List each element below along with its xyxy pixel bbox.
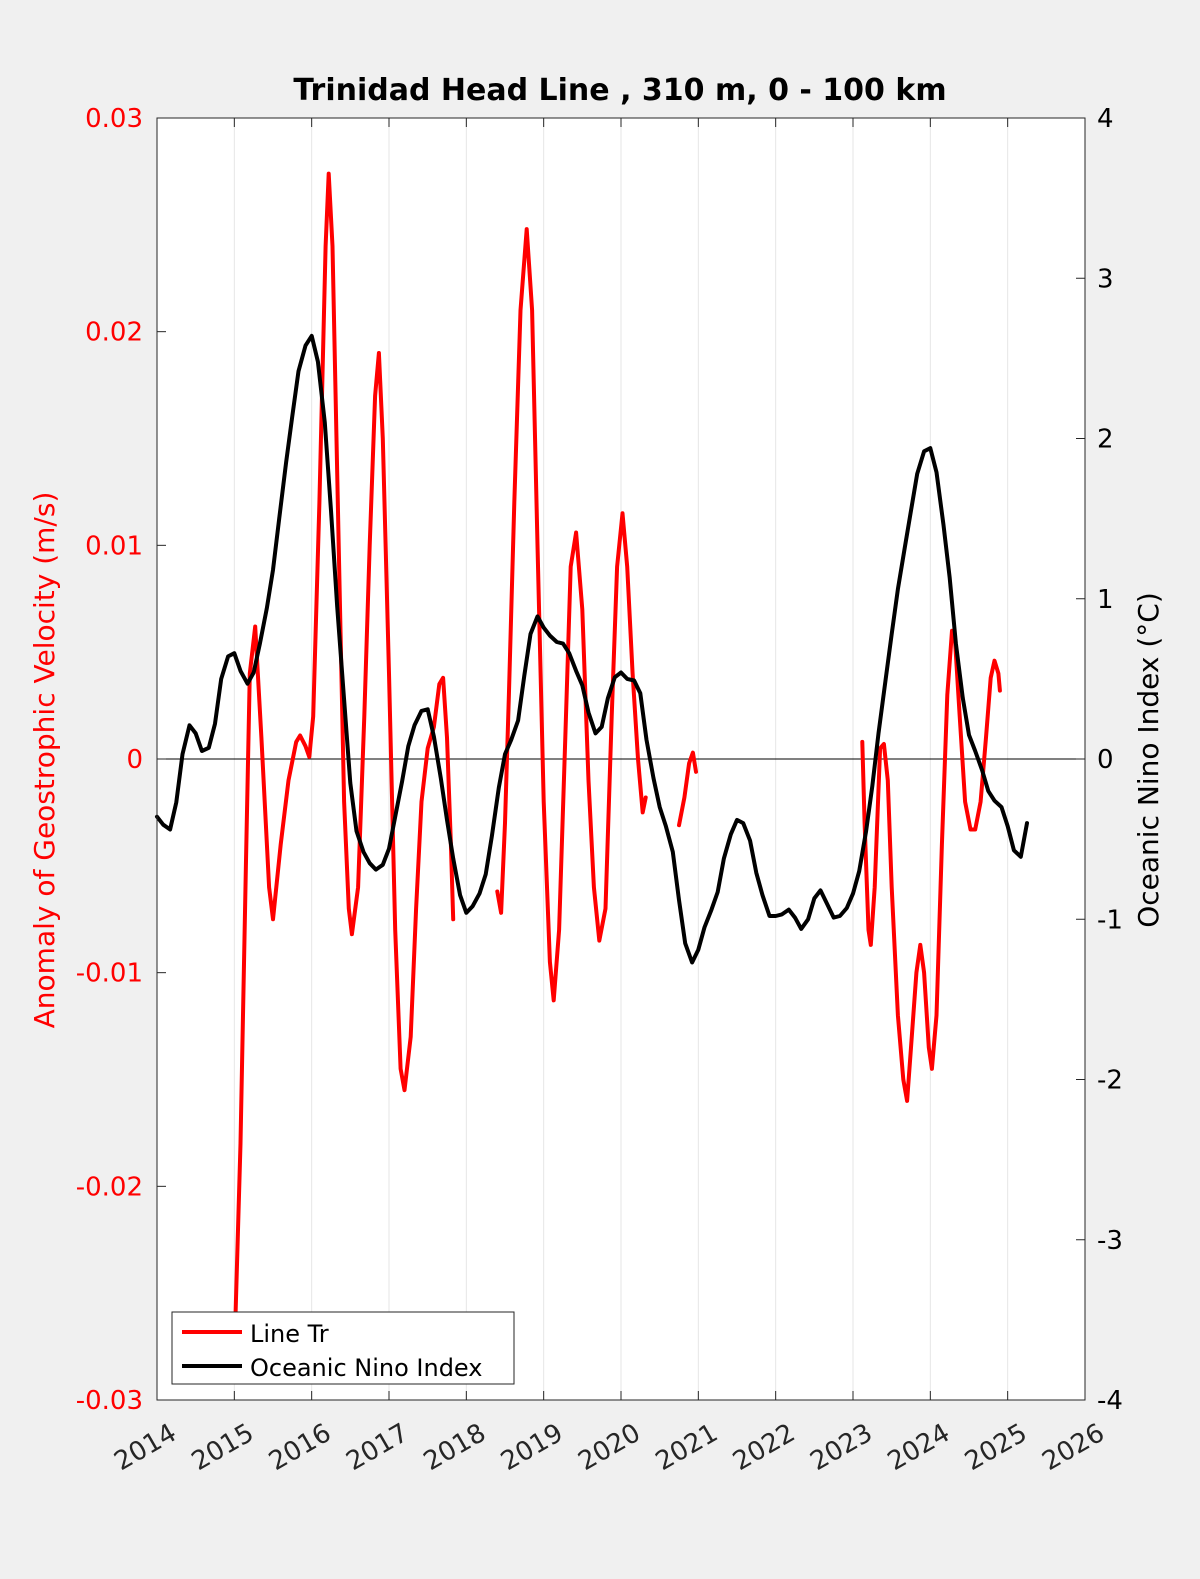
y-right-tick-label: -3 bbox=[1097, 1226, 1123, 1256]
y-right-tick-label: -1 bbox=[1097, 905, 1123, 935]
y-left-tick-label: -0.01 bbox=[76, 959, 143, 989]
series-line-tr-segment-3 bbox=[860, 628, 1002, 1103]
series-line-tr-segment-0 bbox=[232, 171, 456, 1360]
y-right-tick-label: 0 bbox=[1097, 745, 1114, 775]
y-right-tick-label: 4 bbox=[1097, 104, 1114, 134]
chart-title: Trinidad Head Line , 310 m, 0 - 100 km bbox=[293, 73, 946, 108]
y-left-tick-label: 0 bbox=[126, 745, 143, 775]
y-left-tick-label: -0.02 bbox=[76, 1172, 143, 1202]
axes: 2014 2015 2016 2017 2018 2019 2020 2021 2022 2023… bbox=[76, 104, 1123, 1477]
y-left-tick-label: 0.03 bbox=[85, 104, 143, 134]
legend-label-line-tr: Line Tr bbox=[250, 1320, 329, 1348]
y-left-tick-label: 0.02 bbox=[85, 318, 143, 348]
y-right-tick-label: 1 bbox=[1097, 585, 1114, 615]
series-line-tr-segment-2 bbox=[677, 750, 698, 828]
y-right-tick-label: 3 bbox=[1097, 264, 1114, 294]
y-left-tick-label: -0.03 bbox=[76, 1386, 143, 1416]
y-right-tick-label: -2 bbox=[1097, 1066, 1123, 1096]
legend-label-oni: Oceanic Nino Index bbox=[250, 1354, 482, 1382]
y-left-tick-label: 0.01 bbox=[85, 531, 143, 561]
series-layer bbox=[155, 171, 1029, 1360]
series-oceanic-nino-index bbox=[155, 333, 1029, 965]
legend-box bbox=[171, 1311, 515, 1385]
y-axis-right-label: Oceanic Nino Index (°C) bbox=[1132, 592, 1165, 928]
series-line-tr-segment-1 bbox=[495, 227, 648, 1003]
y-right-tick-label: 2 bbox=[1097, 425, 1114, 455]
y-right-tick-label: -4 bbox=[1097, 1386, 1123, 1416]
y-axis-left-label: Anomaly of Geostrophic Velocity (m/s) bbox=[28, 492, 61, 1029]
legend: Line Tr Oceanic Nino Index bbox=[171, 1311, 515, 1385]
